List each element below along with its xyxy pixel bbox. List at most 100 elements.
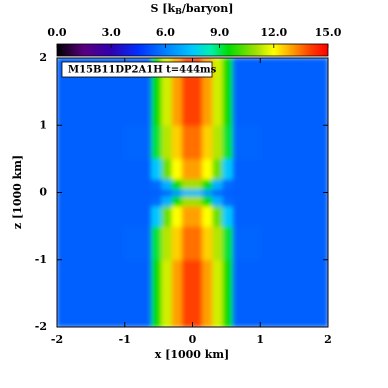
heatmap-cell	[233, 91, 261, 126]
heatmap-cell	[182, 125, 193, 160]
heatmap-cell	[151, 91, 162, 126]
heatmap-cell	[222, 195, 233, 206]
heatmap-cell	[260, 259, 329, 294]
colorbar-tick-label: 0.0	[47, 26, 66, 39]
heatmap-cell	[202, 179, 213, 190]
heatmap-cell	[182, 179, 193, 190]
x-tick-label: -1	[119, 333, 131, 346]
heatmap-cell	[192, 158, 203, 179]
heatmap-cell	[202, 205, 213, 226]
heatmap-cell	[182, 293, 193, 328]
heatmap-cell	[57, 91, 126, 126]
heatmap-cell	[202, 195, 213, 206]
heatmap-cell	[222, 158, 233, 179]
colorbar-title: S [kB/baryon]	[151, 2, 234, 16]
heatmap-cell	[233, 125, 261, 160]
heatmap-cell	[212, 125, 223, 160]
heatmap-cell	[151, 226, 162, 261]
heatmap-cell	[162, 158, 173, 179]
heatmap-cell	[124, 195, 152, 206]
heatmap-cell	[172, 205, 183, 226]
heatmap-cell	[182, 205, 193, 226]
heatmap-cell	[172, 179, 183, 190]
colorbar-tick-label: 6.0	[156, 26, 175, 39]
heatmap-cell	[212, 226, 223, 261]
heatmap-cell	[222, 58, 233, 93]
heatmap-cell	[192, 259, 203, 294]
heatmap-cell	[212, 158, 223, 179]
y-tick-label: -1	[35, 253, 47, 266]
heatmap-cell	[202, 293, 213, 328]
heatmap-cell	[182, 189, 193, 197]
heatmap-cell	[151, 158, 162, 179]
heatmap-cell	[222, 293, 233, 328]
heatmap-cell	[212, 293, 223, 328]
heatmap-cell	[57, 259, 126, 294]
heatmap-cell	[260, 179, 329, 190]
y-tick-label: 1	[39, 118, 47, 131]
heatmap-cell	[233, 158, 261, 179]
heatmap-cell	[260, 226, 329, 261]
heatmap-cell	[172, 189, 183, 197]
heatmap-cell	[202, 91, 213, 126]
heatmap-cell	[182, 226, 193, 261]
heatmap-cell	[162, 189, 173, 197]
heatmap-cell	[260, 125, 329, 160]
heatmap-cell	[151, 179, 162, 190]
heatmap-cell	[202, 158, 213, 179]
heatmap-cell	[233, 58, 261, 93]
heatmap-cell	[124, 189, 152, 197]
heatmap-cell	[151, 125, 162, 160]
heatmap-cell	[124, 179, 152, 190]
heatmap-cells	[57, 58, 329, 328]
heatmap-cell	[212, 205, 223, 226]
heatmap-cell	[151, 189, 162, 197]
heatmap-cell	[151, 195, 162, 206]
heatmap-cell	[57, 125, 126, 160]
colorbar-tick-label: 15.0	[315, 26, 342, 39]
heatmap-cell	[202, 259, 213, 294]
heatmap-cell	[162, 259, 173, 294]
heatmap-cell	[222, 125, 233, 160]
heatmap-cell	[212, 195, 223, 206]
heatmap-cell	[151, 293, 162, 328]
heatmap-cell	[182, 158, 193, 179]
y-tick-label: 2	[39, 51, 47, 64]
heatmap-cell	[192, 125, 203, 160]
heatmap-cell	[192, 91, 203, 126]
heatmap-cell	[172, 158, 183, 179]
heatmap-cell	[182, 91, 193, 126]
heatmap-cell	[192, 205, 203, 226]
heatmap-cell	[182, 259, 193, 294]
heatmap-cell	[212, 259, 223, 294]
heatmap-cell	[162, 195, 173, 206]
heatmap-cell	[57, 189, 126, 197]
heatmap-cell	[172, 195, 183, 206]
heatmap-cell	[172, 259, 183, 294]
y-tick-label: 0	[39, 186, 47, 199]
heatmap-cell	[233, 226, 261, 261]
heatmap-cell	[151, 205, 162, 226]
heatmap-cell	[222, 226, 233, 261]
x-tick-label: 1	[256, 333, 264, 346]
colorbar	[57, 44, 328, 56]
colorbar-title-main: S [k	[151, 2, 176, 15]
heatmap-cell	[233, 179, 261, 190]
heatmap-cell	[222, 189, 233, 197]
heatmap-cell	[151, 259, 162, 294]
heatmap-cell	[57, 205, 126, 226]
heatmap-cell	[172, 293, 183, 328]
heatmap-cell	[162, 91, 173, 126]
heatmap-cell	[233, 205, 261, 226]
heatmap-cell	[233, 259, 261, 294]
x-tick-label: -2	[51, 333, 63, 346]
heatmap-cell	[172, 91, 183, 126]
heatmap-cell	[57, 158, 126, 179]
heatmap-cell	[202, 226, 213, 261]
heatmap-cell	[172, 226, 183, 261]
heatmap-cell	[57, 226, 126, 261]
colorbar-tick-label: 9.0	[210, 26, 229, 39]
heatmap-cell	[212, 91, 223, 126]
colorbar-tick-label: 3.0	[102, 26, 121, 39]
heatmap-cell	[57, 179, 126, 190]
